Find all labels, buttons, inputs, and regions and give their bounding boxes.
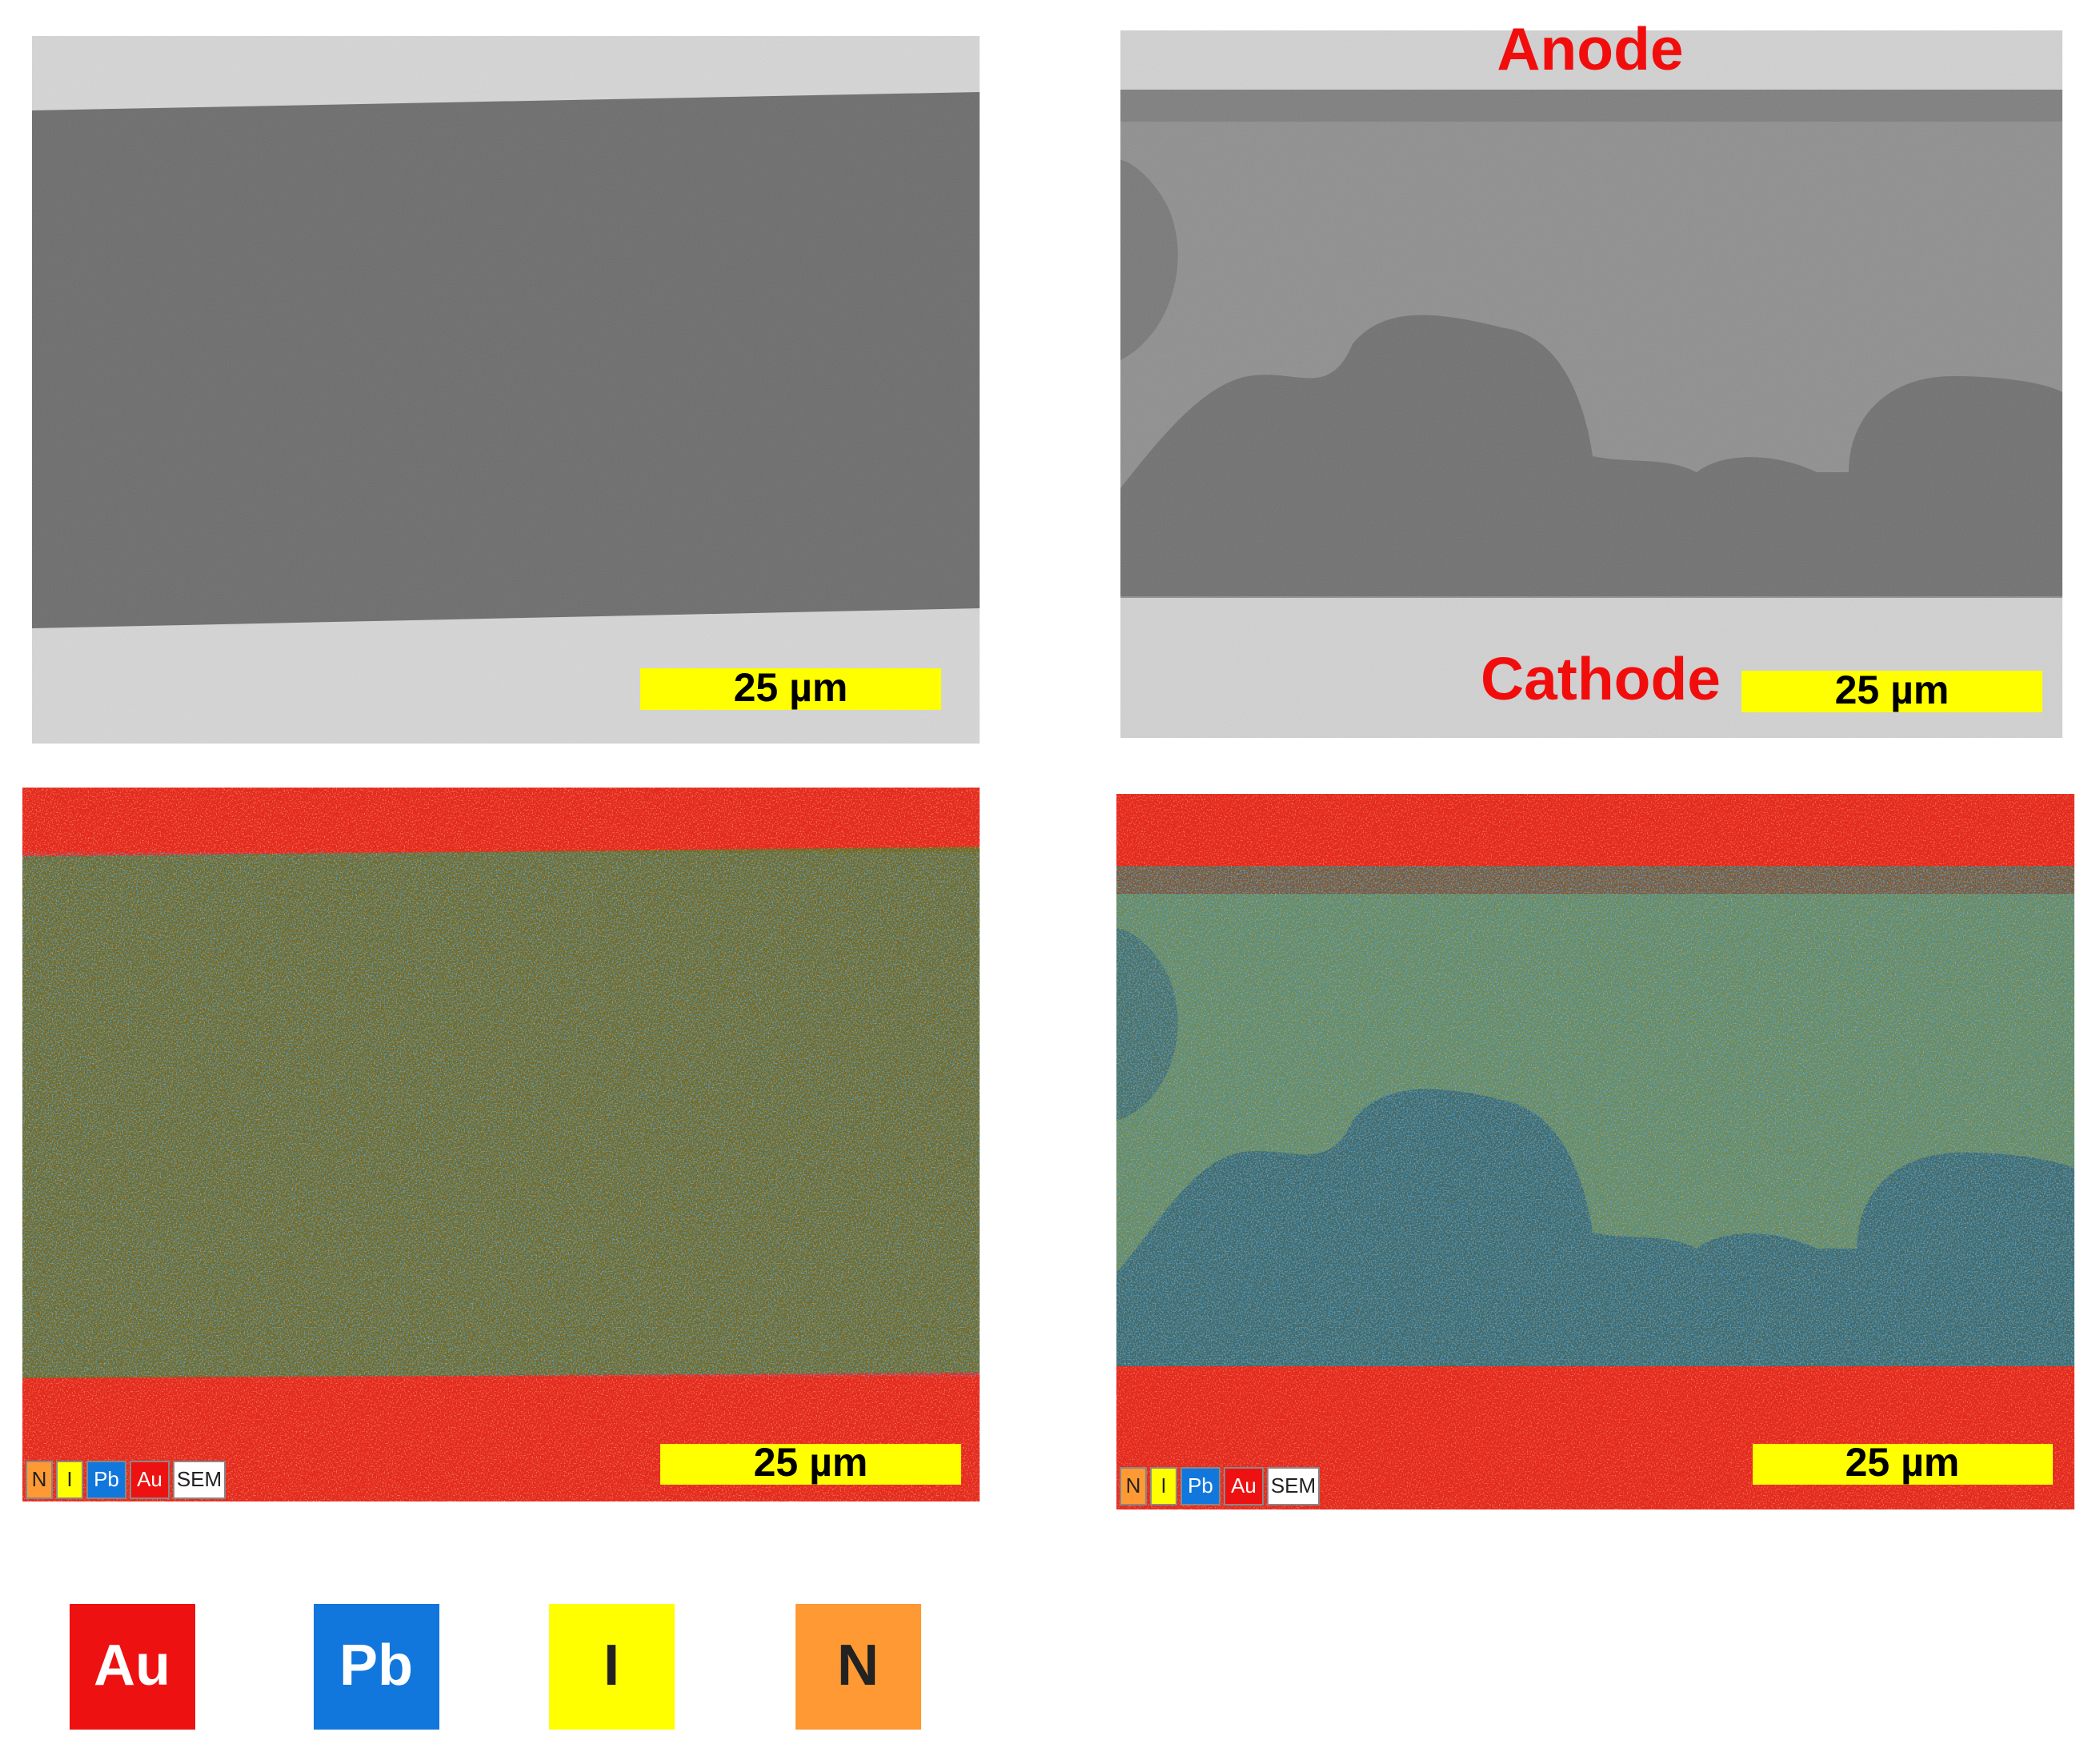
- scale-bar: [1753, 1444, 2053, 1485]
- legend-swatch: [314, 1604, 439, 1730]
- scale-bar: [660, 1444, 961, 1485]
- layer-badge: [1267, 1467, 1320, 1505]
- legend-label: Au: [94, 1634, 170, 1698]
- sem-image-pristine: [32, 36, 980, 744]
- eds-map-pristine: [22, 788, 980, 1501]
- scale-bar: [640, 668, 941, 710]
- layer-badge-label: I: [66, 1467, 72, 1491]
- legend-swatch: [70, 1604, 195, 1730]
- legend-label: I: [603, 1634, 619, 1698]
- scale-bar-label: 25 µm: [734, 665, 848, 710]
- layer-badge-label: Pb: [94, 1467, 119, 1491]
- layer-badge: [86, 1461, 126, 1499]
- scale-bar-label: 25 µm: [1835, 668, 1950, 712]
- layer-badge: [26, 1461, 53, 1499]
- scale-bar: [1741, 671, 2042, 712]
- layer-badge-label: Au: [137, 1467, 162, 1491]
- legend-label: Pb: [339, 1634, 413, 1698]
- cathode-label: Cathode: [1481, 645, 1721, 712]
- layer-badge-label: Pb: [1188, 1473, 1213, 1497]
- layer-badge: [130, 1461, 170, 1499]
- sem-image-biased: [1120, 30, 2062, 738]
- layer-badge-label: SEM: [177, 1467, 222, 1491]
- layer-badge-label: Au: [1231, 1473, 1256, 1497]
- legend-label: N: [837, 1634, 879, 1698]
- scale-bar-label: 25 µm: [754, 1440, 868, 1485]
- layer-badges: N I Pb Au SEM: [1120, 1467, 1320, 1505]
- eds-map-biased: [1116, 794, 2074, 1509]
- layer-badge: [1120, 1467, 1147, 1505]
- layer-badge: [173, 1461, 226, 1499]
- layer-badge: [1224, 1467, 1264, 1505]
- layer-badge: [1150, 1467, 1177, 1505]
- scale-bar-label: 25 µm: [1846, 1440, 1960, 1485]
- anode-label: Anode: [1497, 15, 1683, 82]
- layer-badge-label: N: [1126, 1473, 1141, 1497]
- layer-badge-label: I: [1160, 1473, 1166, 1497]
- legend-swatch: [796, 1604, 921, 1730]
- legend-swatch: [549, 1604, 675, 1730]
- layer-badge-label: N: [32, 1467, 47, 1491]
- layer-badge-label: SEM: [1271, 1473, 1316, 1497]
- layer-badge: [1180, 1467, 1220, 1505]
- layer-badges: N I Pb Au SEM: [26, 1461, 226, 1499]
- layer-badge: [56, 1461, 83, 1499]
- element-legend: Au Pb I N: [70, 1604, 921, 1730]
